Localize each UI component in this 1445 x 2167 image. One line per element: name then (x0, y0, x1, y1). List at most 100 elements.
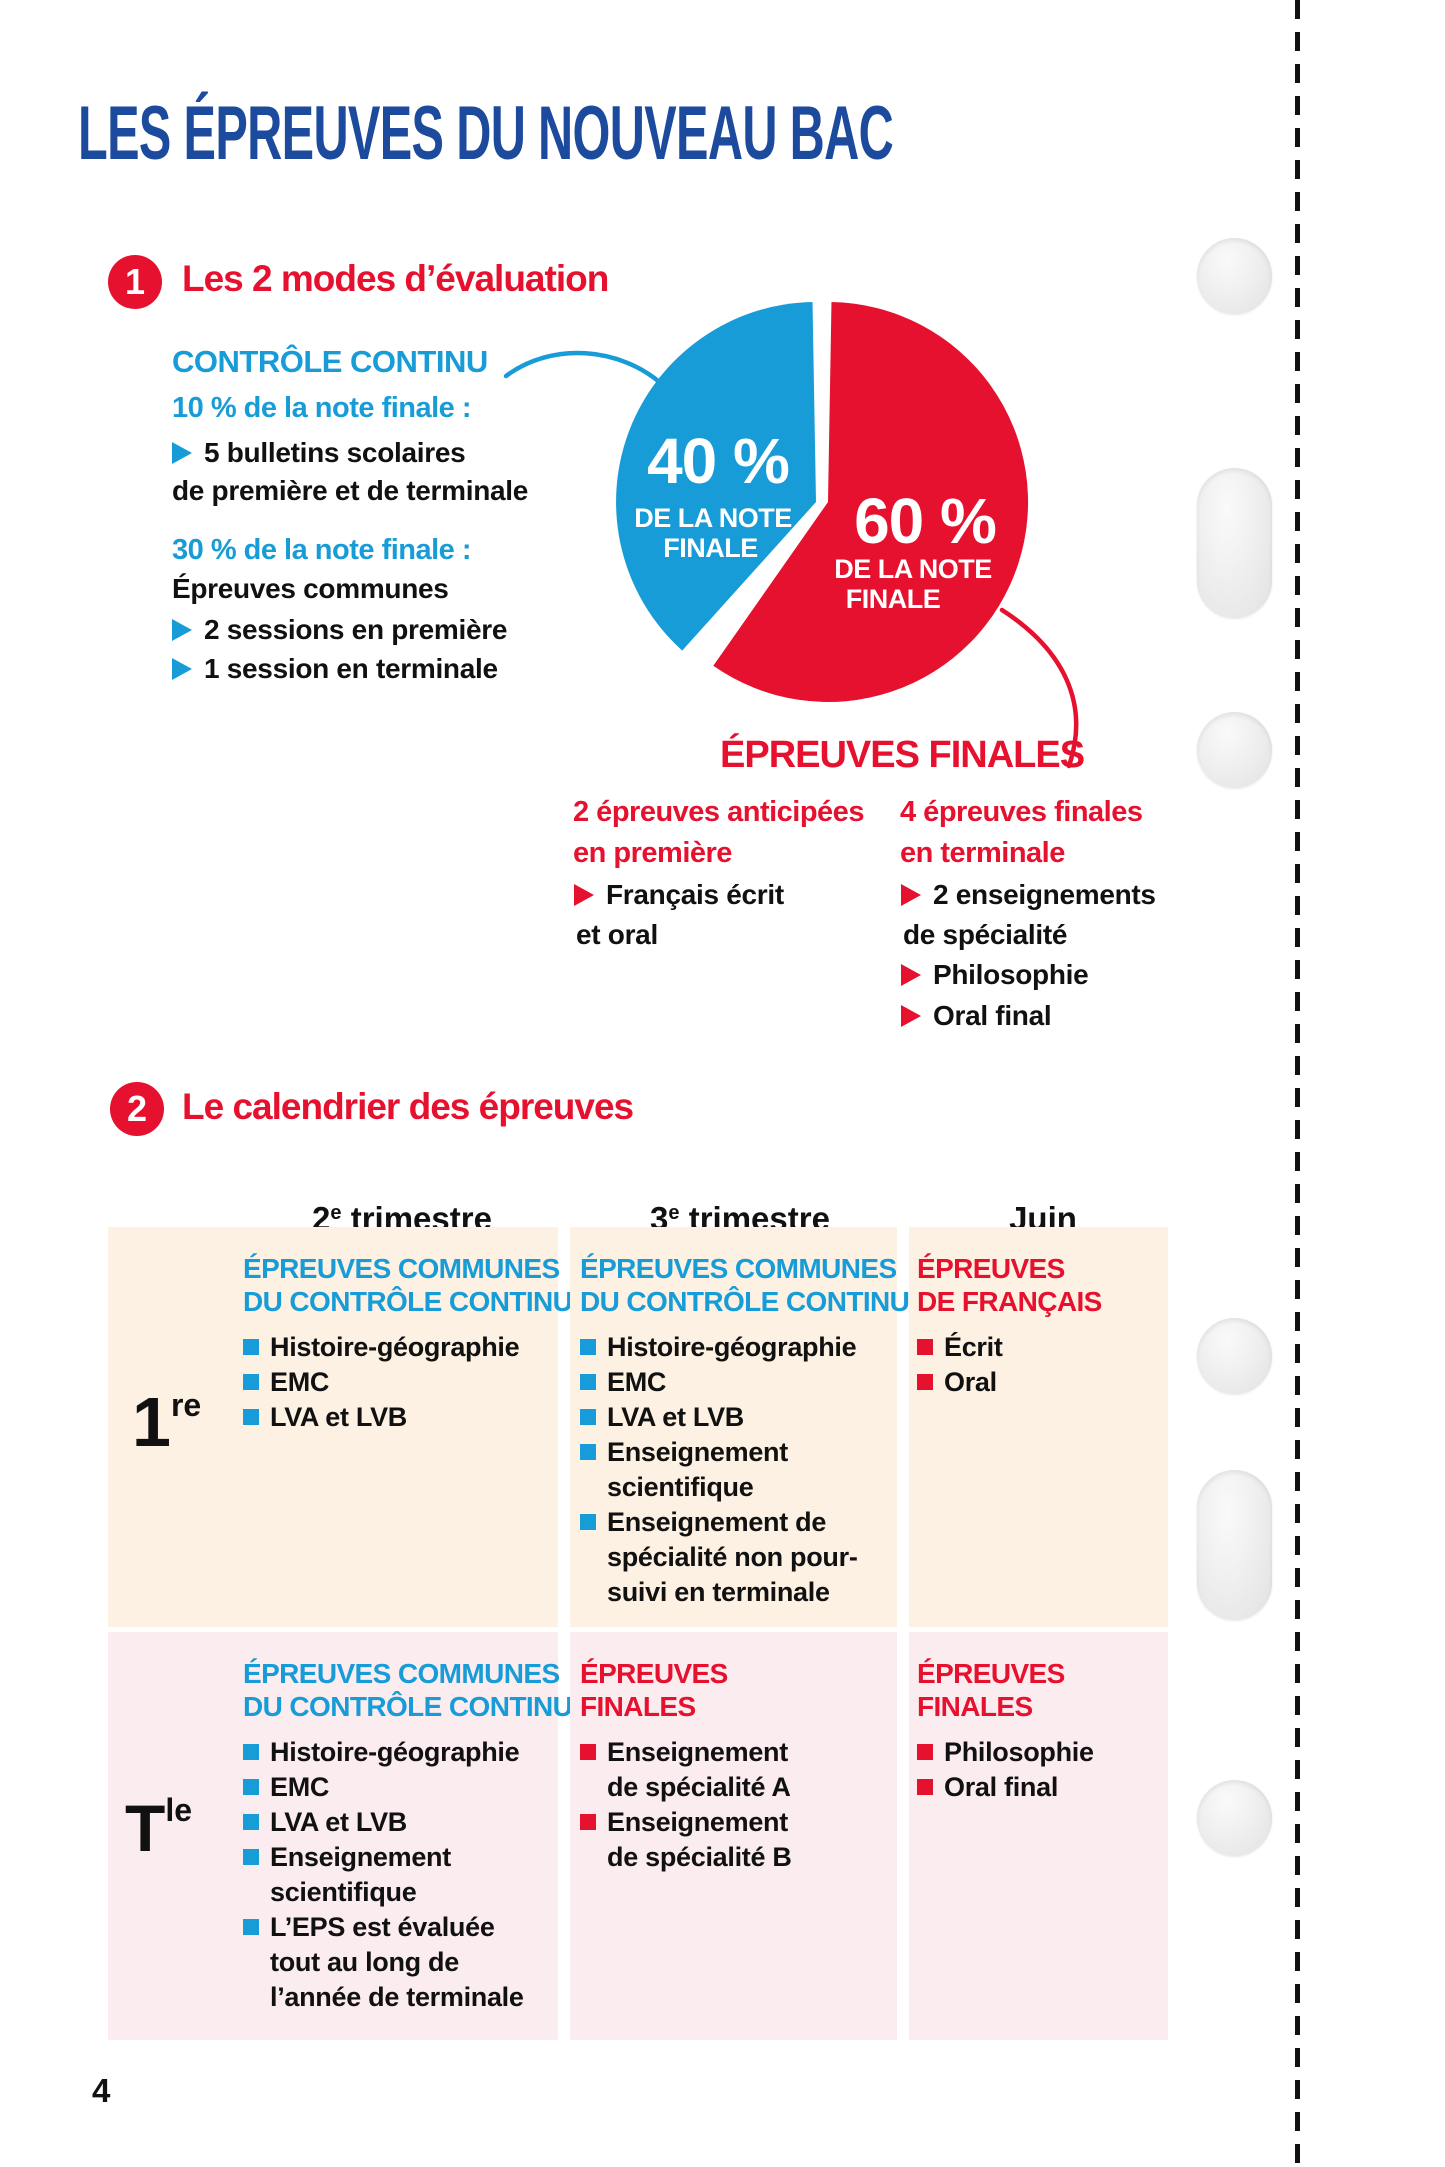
section1-title: Les 2 modes d’évaluation (182, 258, 609, 299)
binder-hole (1197, 712, 1272, 788)
list-item: LVA et LVB (243, 1400, 548, 1435)
square-bullet-icon (917, 1374, 933, 1390)
list-item-text: Enseignement scientifique (607, 1437, 788, 1502)
list-item-text: LVA et LVB (270, 1402, 407, 1432)
square-bullet-icon (243, 1374, 259, 1390)
binder-hole (1197, 238, 1272, 314)
binder-hole (1197, 468, 1272, 618)
finales-terminale-item-2: Philosophie (901, 959, 1089, 991)
cell-terminale-juin: ÉPREUVES FINALES Philosophie Oral final (909, 1632, 1168, 2040)
cell-heading: DU CONTRÔLE CONTINU (243, 1286, 573, 1317)
list-item-text: Histoire-géographie (270, 1332, 520, 1362)
list-item: EMC (580, 1365, 889, 1400)
list-item-text: EMC (270, 1367, 330, 1397)
cc-session-terminale-item: 1 session en terminale (172, 653, 498, 685)
pie-slice-blue-40pct (616, 302, 816, 651)
arrow-bullet-icon (172, 658, 192, 680)
list-item: Enseignement scientifique (580, 1435, 889, 1505)
calendar-row-terminale: ÉPREUVES COMMUNES DU CONTRÔLE CONTINU Hi… (108, 1632, 1168, 2040)
list-item-text: Enseignement de spécialité non pour- sui… (607, 1507, 858, 1607)
list-item: Histoire-géographie (243, 1330, 548, 1365)
square-bullet-icon (580, 1744, 596, 1760)
square-bullet-icon (243, 1339, 259, 1355)
binder-hole (1197, 1318, 1272, 1394)
list-item: EMC (243, 1770, 548, 1805)
col-header-sup: e (668, 1202, 680, 1224)
list-item-text: LVA et LVB (607, 1402, 744, 1432)
square-bullet-icon (243, 1744, 259, 1760)
square-bullet-icon (580, 1339, 596, 1355)
finales-terminale-heading-1: 4 épreuves finales (900, 796, 1143, 828)
cell-heading: ÉPREUVES COMMUNES (243, 1658, 560, 1689)
square-bullet-icon (580, 1514, 596, 1530)
row-label-premiere: 1re (132, 1382, 201, 1462)
list-item: Enseignement de spécialité non pour- sui… (580, 1505, 889, 1610)
section1-badge: 1 (108, 255, 162, 309)
cell-heading: ÉPREUVES (580, 1658, 728, 1689)
cell-heading: FINALES (580, 1691, 696, 1722)
pie-chart (616, 302, 1029, 703)
square-bullet-icon (580, 1814, 596, 1830)
list-item: L’EPS est évaluée tout au long de l’anné… (243, 1910, 548, 2015)
finales-terminale-heading-2: en terminale (900, 837, 1065, 869)
finales-terminale-item-2-text: Philosophie (933, 959, 1089, 990)
cc-bulletins-text-cont: de première et de terminale (172, 475, 529, 506)
finales-terminale-item-1-cont: de spécialité (903, 919, 1068, 950)
pie-red-caption-2: FINALE (845, 584, 941, 614)
list-item: Histoire-géographie (243, 1735, 548, 1770)
finales-premiere-item-cont: et oral (576, 919, 658, 950)
section2-badge: 2 (110, 1082, 164, 1136)
page-number: 4 (92, 2072, 111, 2109)
square-bullet-icon (580, 1409, 596, 1425)
list-item-text: L’EPS est évaluée tout au long de l’anné… (270, 1912, 524, 2012)
cell-premiere-trimestre3: ÉPREUVES COMMUNES DU CONTRÔLE CONTINU Hi… (570, 1227, 910, 1627)
binder-hole (1197, 1780, 1272, 1856)
finales-premiere-heading-2: en première (573, 837, 732, 869)
cell-heading: ÉPREUVES COMMUNES (580, 1253, 897, 1284)
controle-continu-label: CONTRÔLE CONTINU (172, 344, 488, 379)
list-item-text: Enseignement scientifique (270, 1842, 451, 1907)
pie-blue-value: 40 % (647, 425, 790, 497)
list-item-text: Histoire-géographie (607, 1332, 857, 1362)
cc-30pct-heading: 30 % de la note finale : (172, 534, 472, 566)
square-bullet-icon (580, 1444, 596, 1460)
finales-terminale-item-3-text: Oral final (933, 1000, 1052, 1031)
row-label-sup: re (170, 1387, 202, 1423)
finales-premiere-heading-1: 2 épreuves anticipées (573, 796, 864, 828)
pie-blue-caption-2: FINALE (663, 533, 758, 563)
square-bullet-icon (243, 1919, 259, 1935)
cell-premiere-trimestre2: ÉPREUVES COMMUNES DU CONTRÔLE CONTINU Hi… (108, 1227, 573, 1627)
list-item: LVA et LVB (243, 1805, 548, 1840)
cell-heading: FINALES (917, 1691, 1033, 1722)
cell-premiere-juin: ÉPREUVES DE FRANÇAIS Écrit Oral (909, 1227, 1168, 1627)
cc-session-terminale-text: 1 session en terminale (204, 653, 498, 684)
list-item-text: Écrit (944, 1332, 1003, 1362)
page-title: LES ÉPREUVES DU NOUVEAU BAC (78, 91, 894, 176)
cell-terminale-trimestre2: ÉPREUVES COMMUNES DU CONTRÔLE CONTINU Hi… (108, 1632, 573, 2040)
list-item: EMC (243, 1365, 548, 1400)
row-label-base: T (125, 1791, 166, 1865)
col-header-sup: e (330, 1202, 342, 1224)
cell-heading: DE FRANÇAIS (917, 1286, 1102, 1317)
list-item: LVA et LVB (580, 1400, 889, 1435)
cc-bulletins-item: 5 bulletins scolaires (172, 437, 466, 469)
list-item: Écrit (917, 1330, 1162, 1365)
list-item-text: LVA et LVB (270, 1807, 407, 1837)
cell-heading: DU CONTRÔLE CONTINU (243, 1691, 573, 1722)
cc-communes-subheading: Épreuves communes (172, 573, 449, 604)
section2-badge-number: 2 (126, 1088, 148, 1129)
cc-sessions-premiere-text: 2 sessions en première (204, 614, 508, 645)
calendar-row-premiere: ÉPREUVES COMMUNES DU CONTRÔLE CONTINU Hi… (108, 1227, 1168, 1627)
list-item-text: Histoire-géographie (270, 1737, 520, 1767)
square-bullet-icon (917, 1779, 933, 1795)
finales-premiere-item-text: Français écrit (606, 879, 784, 910)
arrow-bullet-icon (172, 619, 192, 641)
list-item-text: Enseignement de spécialité B (607, 1807, 792, 1872)
square-bullet-icon (917, 1339, 933, 1355)
section2-title: Le calendrier des épreuves (182, 1086, 634, 1127)
arrow-bullet-icon (901, 884, 921, 906)
arrow-bullet-icon (901, 1005, 921, 1027)
finales-terminale-item-1: 2 enseignements (901, 879, 1156, 911)
list-item-text: Oral final (944, 1772, 1059, 1802)
